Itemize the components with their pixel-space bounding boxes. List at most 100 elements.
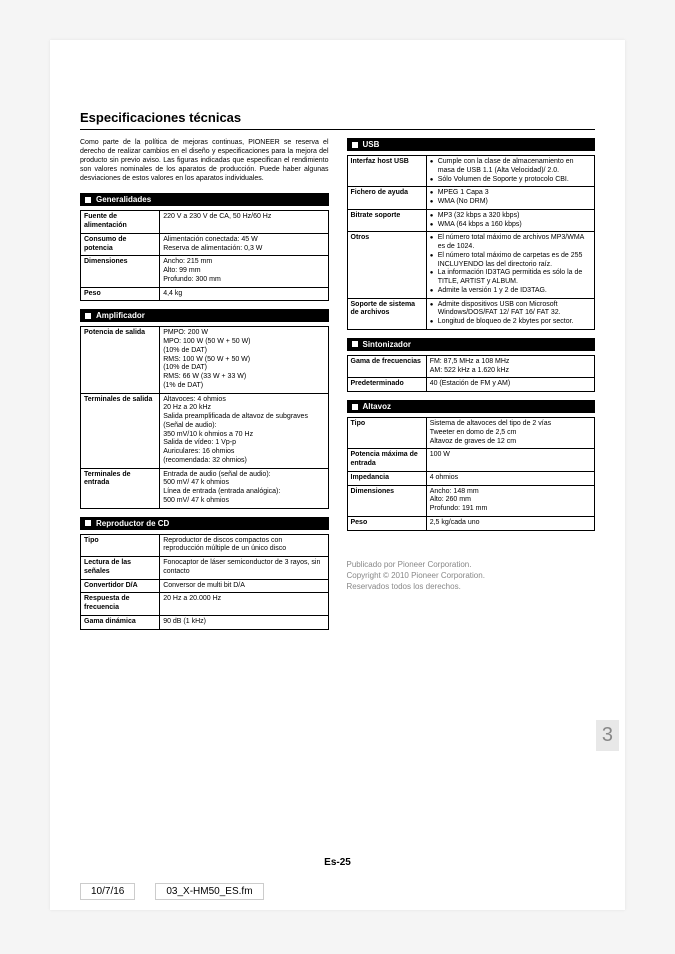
table-row: Terminales de entradaEntrada de audio (s… [81,468,329,508]
bullet-list: MPEG 1 Capa 3WMA (No DRM) [430,189,591,207]
bullet-list: Admite dispositivos USB con Microsoft Wi… [430,301,591,327]
bullet-list: MP3 (32 kbps a 320 kbps)WMA (64 kbps a 1… [430,212,591,230]
bullet-item: MP3 (32 kbps a 320 kbps) [430,212,591,221]
table-generalidades: Fuente de alimentación220 V a 230 V de C… [80,210,329,301]
section-title: Sintonizador [363,340,411,349]
square-icon [352,142,358,148]
spec-label: Consumo de potencia [81,233,160,256]
spec-value: Sistema de altavoces del tipo de 2 víasT… [426,418,594,449]
table-row: Potencia de salidaPMPO: 200 WMPO: 100 W … [81,327,329,393]
spec-value: Conversor de multi bit D/A [160,579,328,593]
spec-label: Terminales de salida [81,393,160,468]
spec-value: 220 V a 230 V de CA, 50 Hz/60 Hz [160,211,328,234]
side-page-number: 3 [596,720,619,751]
table-row: OtrosEl número total máximo de archivos … [347,232,595,298]
spec-value: El número total máximo de archivos MP3/W… [426,232,594,298]
table-row: Peso2,5 kg/cada uno [347,516,595,530]
spec-label: Fichero de ayuda [347,187,426,210]
spec-label: Bitrate soporte [347,209,426,232]
section-header-amplificador: Amplificador [80,309,329,322]
bullet-item: WMA (64 kbps a 160 kbps) [430,221,591,230]
bullet-item: WMA (No DRM) [430,198,591,207]
spec-label: Tipo [81,534,160,557]
section-title: USB [363,140,380,149]
content-columns: Como parte de la política de mejoras con… [80,138,595,636]
spec-value: Ancho: 215 mmAlto: 99 mmProfundo: 300 mm [160,256,328,287]
spec-value: 2,5 kg/cada uno [426,516,594,530]
spec-label: Dimensiones [347,485,426,516]
bullet-item: Admite dispositivos USB con Microsoft Wi… [430,301,591,319]
left-column: Como parte de la política de mejoras con… [80,138,329,636]
table-row: Impedancia4 ohmios [347,471,595,485]
bullet-list: El número total máximo de archivos MP3/W… [430,234,591,295]
page-footer-number: Es-25 [50,857,625,868]
table-row: DimensionesAncho: 148 mmAlto: 260 mmProf… [347,485,595,516]
copyright-block: Publicado por Pioneer Corporation. Copyr… [347,559,596,593]
copyright-line: Publicado por Pioneer Corporation. [347,559,596,570]
table-row: Predeterminado40 (Estación de FM y AM) [347,378,595,392]
table-row: Soporte de sistema de archivosAdmite dis… [347,298,595,329]
table-altavoz: TipoSistema de altavoces del tipo de 2 v… [347,417,596,531]
spec-label: Convertidor D/A [81,579,160,593]
bullet-item: Longitud de bloqueo de 2 kbytes por sect… [430,318,591,327]
table-row: Fichero de ayudaMPEG 1 Capa 3WMA (No DRM… [347,187,595,210]
spec-value: FM: 87,5 MHz a 108 MHzAM: 522 kHz a 1.62… [426,355,594,378]
spec-label: Gama dinámica [81,615,160,629]
spec-value: 90 dB (1 kHz) [160,615,328,629]
bullet-item: Admite la versión 1 y 2 de ID3TAG. [430,287,591,296]
section-header-cd: Reproductor de CD [80,517,329,530]
right-column: USB Interfaz host USBCumple con la clase… [347,138,596,636]
section-header-generalidades: Generalidades [80,193,329,206]
spec-value: 40 (Estación de FM y AM) [426,378,594,392]
spec-label: Interfaz host USB [347,156,426,187]
table-row: TipoReproductor de discos compactos con … [81,534,329,557]
bullet-item: Sólo Volumen de Soporte y protocolo CBI. [430,176,591,185]
table-row: Terminales de salidaAltavoces: 4 ohmios2… [81,393,329,468]
spec-label: Peso [81,287,160,301]
bullet-item: La información ID3TAG permitida es sólo … [430,269,591,287]
table-sintonizador: Gama de frecuenciasFM: 87,5 MHz a 108 MH… [347,355,596,392]
table-row: DimensionesAncho: 215 mmAlto: 99 mmProfu… [81,256,329,287]
table-amplificador: Potencia de salidaPMPO: 200 WMPO: 100 W … [80,326,329,508]
table-row: Respuesta de frecuencia20 Hz a 20.000 Hz [81,593,329,616]
spec-label: Peso [347,516,426,530]
bullet-item: El número total máximo de archivos MP3/W… [430,234,591,252]
section-header-usb: USB [347,138,596,151]
spec-value: PMPO: 200 WMPO: 100 W (50 W + 50 W)(10% … [160,327,328,393]
table-row: Consumo de potenciaAlimentación conectad… [81,233,329,256]
footer-filename: 03_X-HM50_ES.fm [155,883,263,900]
copyright-line: Reservados todos los derechos. [347,581,596,592]
spec-value: Admite dispositivos USB con Microsoft Wi… [426,298,594,329]
footer-meta-bar: 10/7/16 03_X-HM50_ES.fm [80,883,264,900]
section-header-sintonizador: Sintonizador [347,338,596,351]
spec-value: Entrada de audio (señal de audio):500 mV… [160,468,328,508]
table-row: Bitrate soporteMP3 (32 kbps a 320 kbps)W… [347,209,595,232]
section-title: Amplificador [96,311,145,320]
table-row: Potencia máxima de entrada100 W [347,449,595,472]
spec-value: Reproductor de discos compactos con repr… [160,534,328,557]
section-header-altavoz: Altavoz [347,400,596,413]
table-usb: Interfaz host USBCumple con la clase de … [347,155,596,330]
spec-label: Soporte de sistema de archivos [347,298,426,329]
bullet-item: El número total máximo de carpetas es de… [430,252,591,270]
table-row: Gama dinámica90 dB (1 kHz) [81,615,329,629]
section-title: Reproductor de CD [96,519,169,528]
table-row: Fuente de alimentación220 V a 230 V de C… [81,211,329,234]
table-row: Lectura de las señalesFonocaptor de láse… [81,557,329,580]
spec-value: Cumple con la clase de almacenamiento en… [426,156,594,187]
bullet-item: MPEG 1 Capa 3 [430,189,591,198]
copyright-line: Copyright © 2010 Pioneer Corporation. [347,570,596,581]
spec-value: MPEG 1 Capa 3WMA (No DRM) [426,187,594,210]
table-cd: TipoReproductor de discos compactos con … [80,534,329,630]
table-row: Convertidor D/AConversor de multi bit D/… [81,579,329,593]
bullet-item: Cumple con la clase de almacenamiento en… [430,158,591,176]
spec-value: Fonocaptor de láser semiconductor de 3 r… [160,557,328,580]
spec-label: Gama de frecuencias [347,355,426,378]
spec-value: 4 ohmios [426,471,594,485]
spec-label: Potencia de salida [81,327,160,393]
spec-value: 4,4 kg [160,287,328,301]
spec-label: Lectura de las señales [81,557,160,580]
spec-label: Fuente de alimentación [81,211,160,234]
section-title: Generalidades [96,195,151,204]
page-title: Especificaciones técnicas [80,110,595,130]
